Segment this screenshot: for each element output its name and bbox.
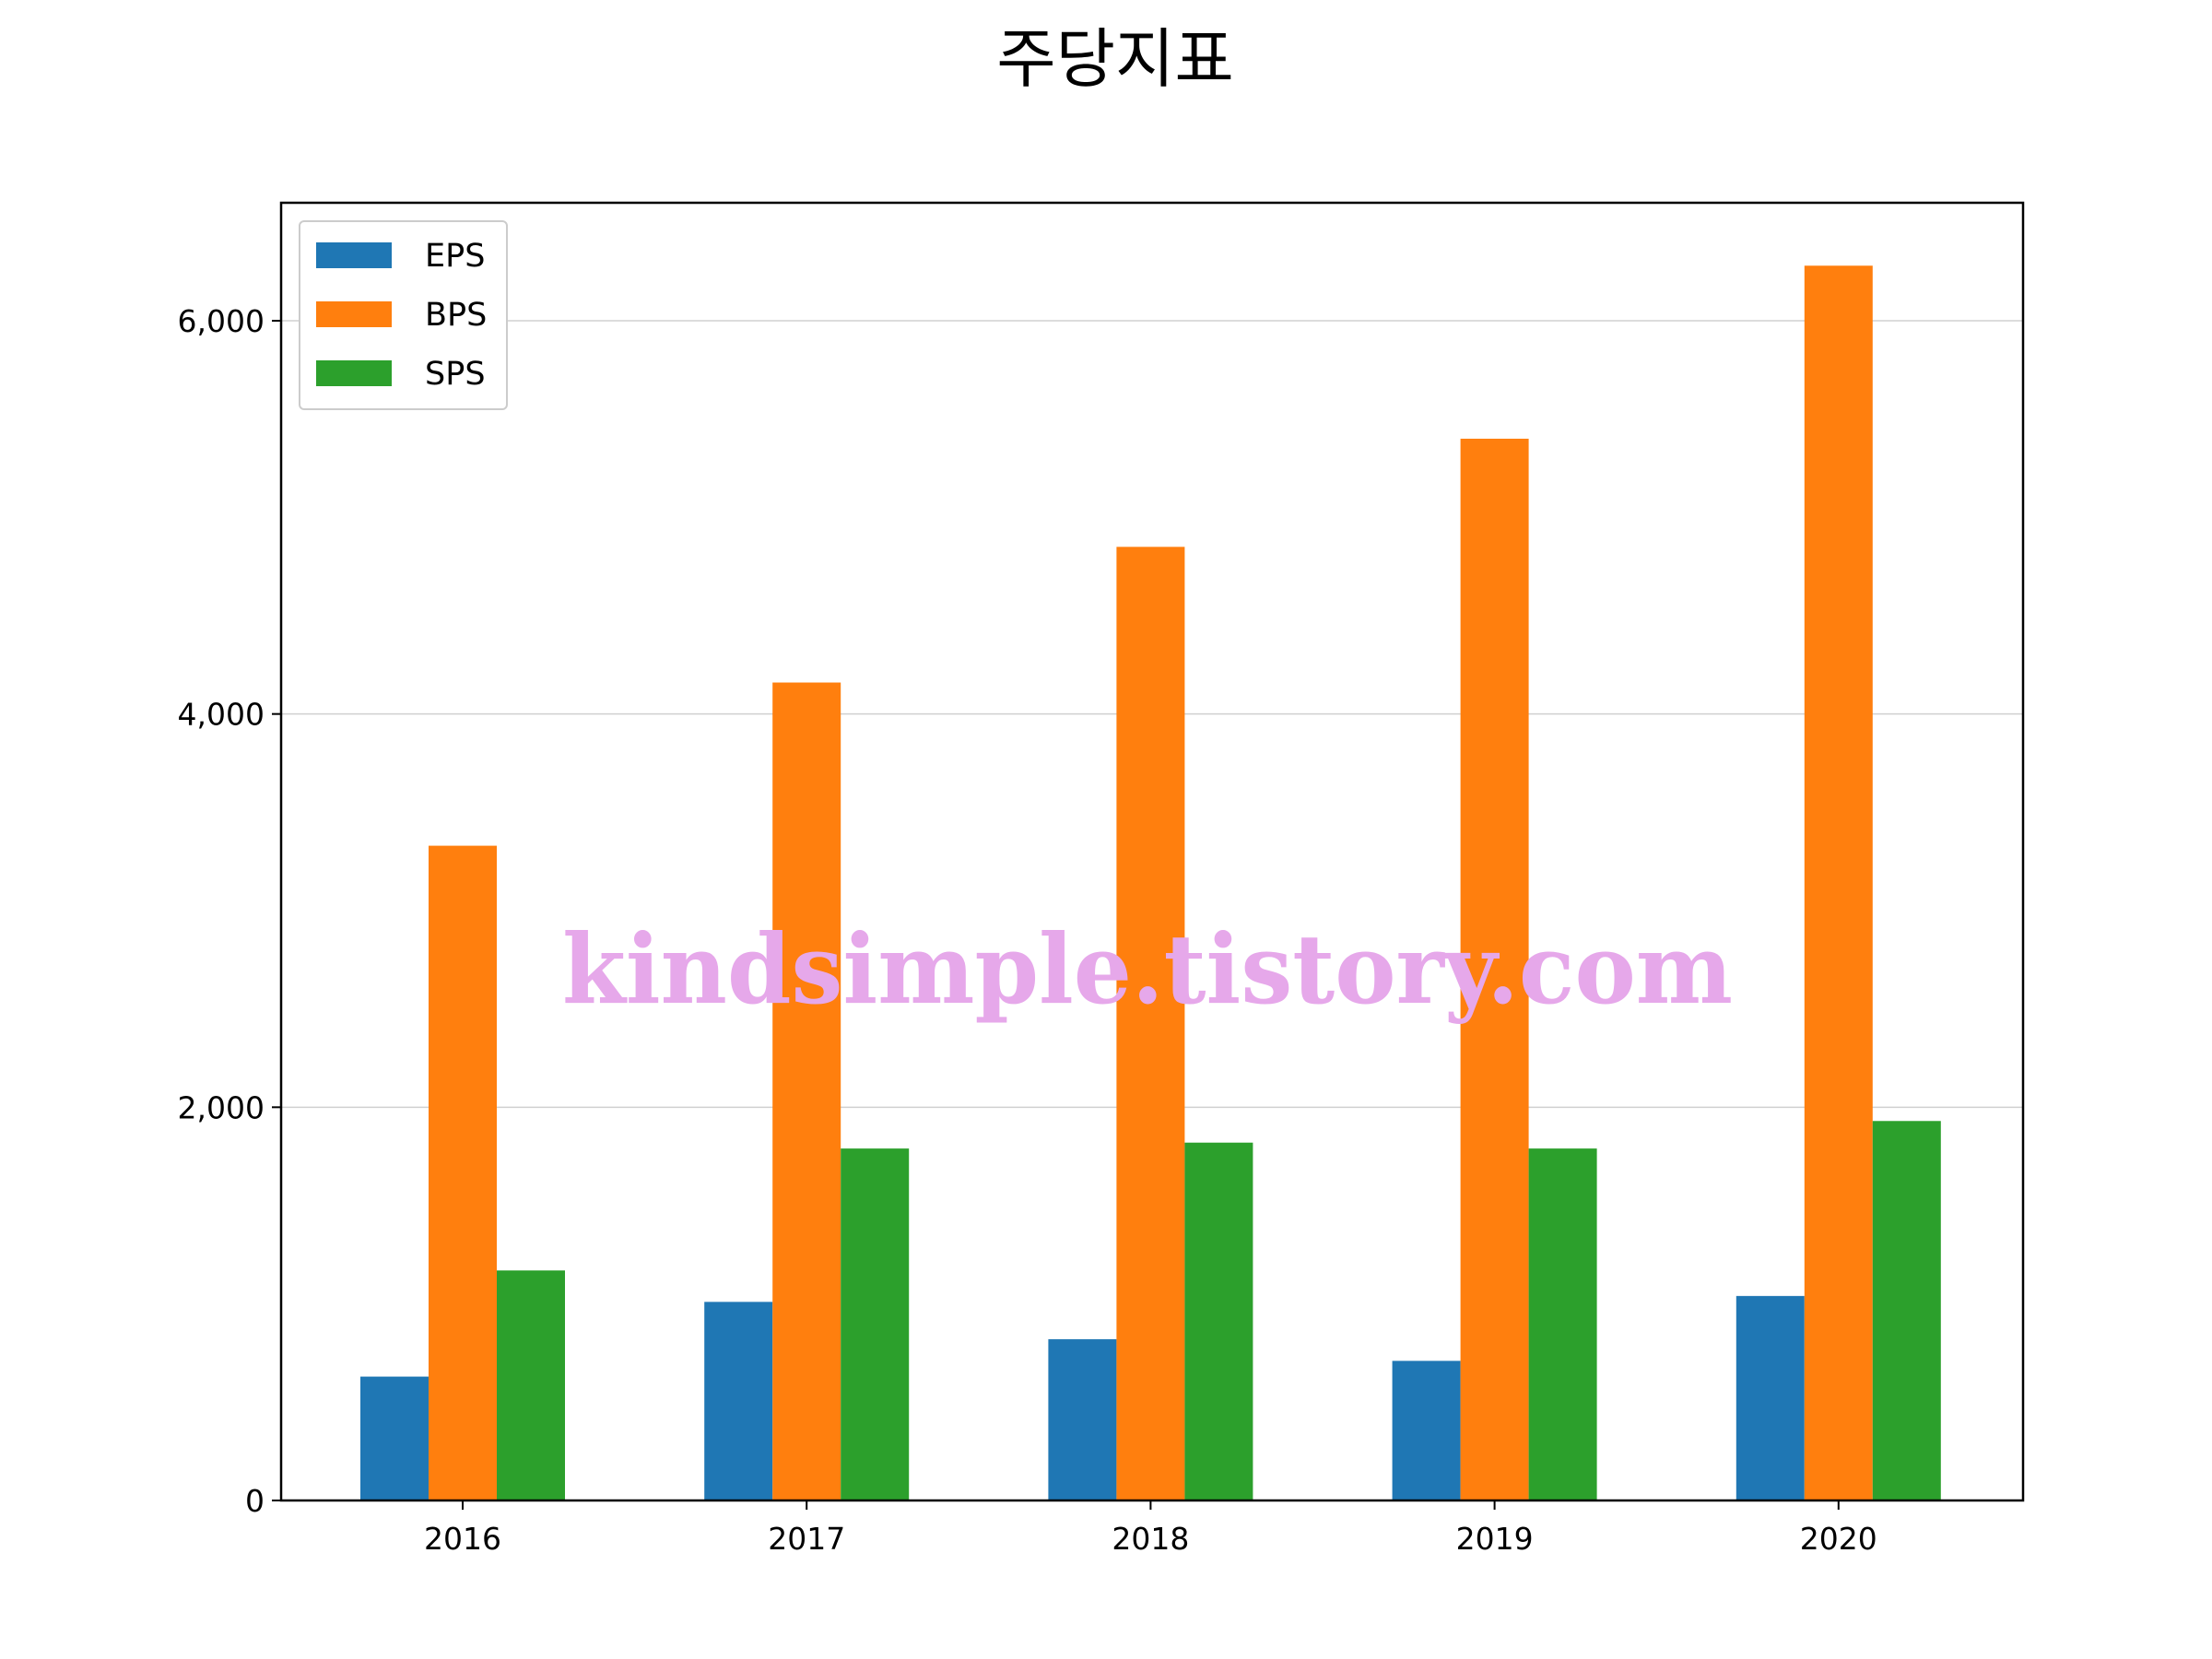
chart-title: 주당지표 [996,21,1234,97]
x-tick-label: 2016 [424,1521,501,1557]
legend-label-eps: EPS [425,238,485,275]
x-tick-label: 2017 [768,1521,845,1557]
bar-eps-2016 [360,1376,429,1500]
bar-bps-2017 [772,682,841,1500]
watermark: kindsimple.tistory.com [562,912,1733,1026]
legend-label-sps: SPS [425,356,486,393]
x-tick-label: 2020 [1800,1521,1877,1557]
bar-eps-2017 [704,1301,773,1500]
legend: EPS BPS SPS [299,220,508,410]
y-tick-label: 0 [245,1483,265,1519]
legend-swatch-bps [316,301,392,327]
legend-label-bps: BPS [425,297,487,334]
y-tick-label: 4,000 [178,697,265,733]
bar-bps-2019 [1460,439,1529,1500]
x-tick-label: 2018 [1112,1521,1189,1557]
axes: 0 2,000 4,000 6,000 2016 2017 2018 2019 2020 [178,201,2025,1557]
bars [360,265,1941,1501]
x-tick-label: 2019 [1456,1521,1534,1557]
y-tick-label: 6,000 [178,303,265,339]
bar-sps-2019 [1528,1148,1597,1500]
bar-sps-2018 [1184,1142,1253,1500]
bar-sps-2017 [841,1148,910,1500]
bar-bps-2018 [1116,547,1185,1501]
bar-eps-2018 [1048,1339,1117,1500]
bar-sps-2016 [497,1270,565,1500]
bar-eps-2020 [1735,1296,1805,1500]
bar-sps-2020 [1872,1121,1941,1500]
watermark-text: kindsimple.tistory.com [562,912,1733,1026]
legend-swatch-eps [316,242,392,268]
y-tick-label: 2,000 [178,1089,265,1125]
legend-swatch-sps [316,360,392,386]
bar-bps-2016 [429,845,497,1500]
bar-eps-2019 [1392,1360,1461,1500]
plot-frame [279,201,2025,1502]
bar-bps-2020 [1804,265,1873,1501]
